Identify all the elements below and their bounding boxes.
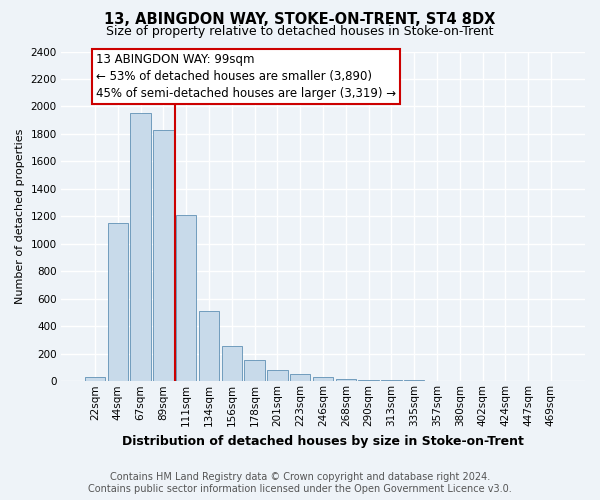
Bar	[381, 380, 401, 382]
X-axis label: Distribution of detached houses by size in Stoke-on-Trent: Distribution of detached houses by size …	[122, 434, 524, 448]
Bar	[130, 114, 151, 382]
Bar	[358, 380, 379, 382]
Bar	[313, 377, 333, 382]
Bar	[85, 377, 106, 382]
Bar	[176, 215, 196, 382]
Text: Contains HM Land Registry data © Crown copyright and database right 2024.
Contai: Contains HM Land Registry data © Crown c…	[88, 472, 512, 494]
Bar	[267, 370, 287, 382]
Bar	[290, 374, 310, 382]
Bar	[427, 380, 447, 382]
Text: Size of property relative to detached houses in Stoke-on-Trent: Size of property relative to detached ho…	[106, 25, 494, 38]
Bar	[153, 130, 173, 382]
Bar	[107, 224, 128, 382]
Text: 13 ABINGDON WAY: 99sqm
← 53% of detached houses are smaller (3,890)
45% of semi-: 13 ABINGDON WAY: 99sqm ← 53% of detached…	[96, 53, 397, 100]
Bar	[404, 380, 424, 382]
Y-axis label: Number of detached properties: Number of detached properties	[15, 128, 25, 304]
Bar	[199, 311, 219, 382]
Bar	[335, 378, 356, 382]
Bar	[449, 380, 470, 382]
Bar	[244, 360, 265, 382]
Bar	[221, 346, 242, 382]
Text: 13, ABINGDON WAY, STOKE-ON-TRENT, ST4 8DX: 13, ABINGDON WAY, STOKE-ON-TRENT, ST4 8D…	[104, 12, 496, 28]
